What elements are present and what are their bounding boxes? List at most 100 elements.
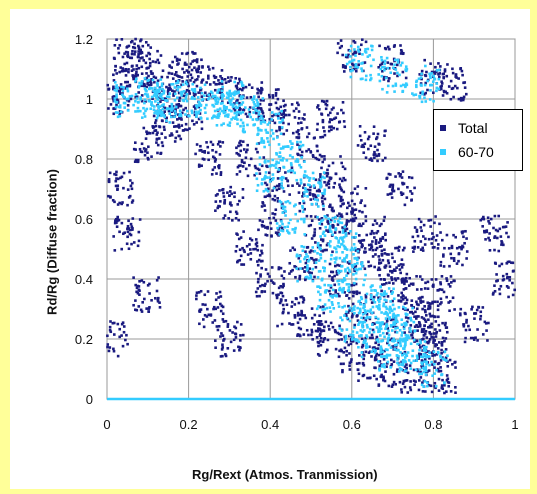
data-point [128, 95, 132, 98]
data-point [304, 277, 307, 280]
data-point [338, 185, 342, 189]
data-point [205, 103, 208, 107]
data-point [316, 244, 320, 247]
data-point [163, 115, 166, 119]
data-point [379, 237, 382, 241]
data-point [305, 174, 308, 178]
data-point [420, 69, 424, 73]
data-point [322, 325, 326, 329]
data-point [343, 257, 346, 260]
data-point [275, 129, 278, 133]
data-point [338, 217, 342, 220]
data-point [187, 89, 191, 93]
data-point [213, 97, 217, 101]
data-point [499, 284, 503, 288]
data-point [418, 379, 421, 382]
data-point [328, 262, 332, 266]
data-point [265, 183, 269, 187]
data-point [441, 238, 444, 242]
data-point [214, 99, 218, 102]
data-point [373, 156, 376, 159]
data-point [274, 166, 278, 170]
x-tick-label: 0.4 [261, 417, 279, 432]
data-point [338, 327, 342, 330]
data-point [137, 44, 140, 48]
data-point [338, 324, 341, 328]
data-point [439, 366, 442, 369]
data-point [158, 105, 162, 108]
data-point [341, 370, 344, 374]
data-point [284, 200, 288, 204]
data-point [458, 245, 461, 249]
data-point [383, 349, 386, 353]
data-point [500, 262, 504, 266]
data-point [399, 84, 403, 88]
data-point [426, 381, 429, 385]
data-point [242, 248, 246, 252]
data-point [394, 382, 397, 386]
data-point [310, 271, 313, 275]
data-point [217, 324, 221, 328]
data-point [364, 350, 368, 354]
data-point [261, 225, 264, 228]
data-point [429, 332, 433, 336]
data-point [364, 40, 368, 44]
data-point [139, 48, 142, 52]
data-point [142, 126, 146, 130]
data-point [223, 201, 226, 204]
data-point [393, 348, 397, 351]
data-point [216, 192, 219, 196]
data-point [280, 291, 284, 295]
data-point [418, 73, 422, 76]
data-point [201, 65, 204, 68]
data-point [269, 134, 273, 138]
data-point [211, 66, 215, 70]
data-point [422, 235, 425, 238]
data-point [207, 151, 210, 155]
data-point [321, 232, 325, 236]
data-point [344, 334, 348, 338]
data-point [148, 61, 152, 65]
data-point [377, 296, 380, 300]
data-point [112, 85, 115, 89]
data-point [255, 271, 258, 275]
data-point [377, 383, 381, 386]
data-point [274, 208, 278, 211]
data-point [318, 226, 322, 230]
data-point [409, 189, 412, 193]
data-point [400, 193, 404, 197]
data-point [256, 248, 260, 252]
data-point [372, 232, 375, 235]
data-point [410, 192, 414, 195]
data-point [286, 200, 290, 203]
data-point [204, 303, 207, 307]
data-point [226, 123, 230, 127]
data-point [339, 39, 343, 42]
data-point [350, 246, 354, 250]
data-point [159, 95, 163, 99]
data-point [114, 68, 117, 72]
data-point [428, 98, 432, 101]
data-point [320, 155, 324, 158]
data-point [319, 293, 322, 296]
data-point [170, 105, 174, 108]
data-point [272, 216, 276, 220]
data-point [115, 72, 118, 75]
data-point [208, 68, 211, 71]
data-point [423, 287, 427, 290]
data-point [320, 220, 323, 223]
data-point [267, 159, 270, 163]
data-point [422, 327, 426, 331]
data-point [361, 320, 364, 324]
data-point [428, 307, 432, 310]
data-point [320, 277, 324, 281]
data-point [145, 132, 149, 136]
y-tick-label: 0.2 [75, 332, 93, 347]
data-point [285, 229, 289, 232]
data-point [156, 112, 160, 115]
data-point [345, 221, 349, 225]
data-point [384, 327, 387, 331]
data-point [452, 95, 455, 99]
data-point [323, 155, 326, 158]
data-point [138, 147, 142, 151]
